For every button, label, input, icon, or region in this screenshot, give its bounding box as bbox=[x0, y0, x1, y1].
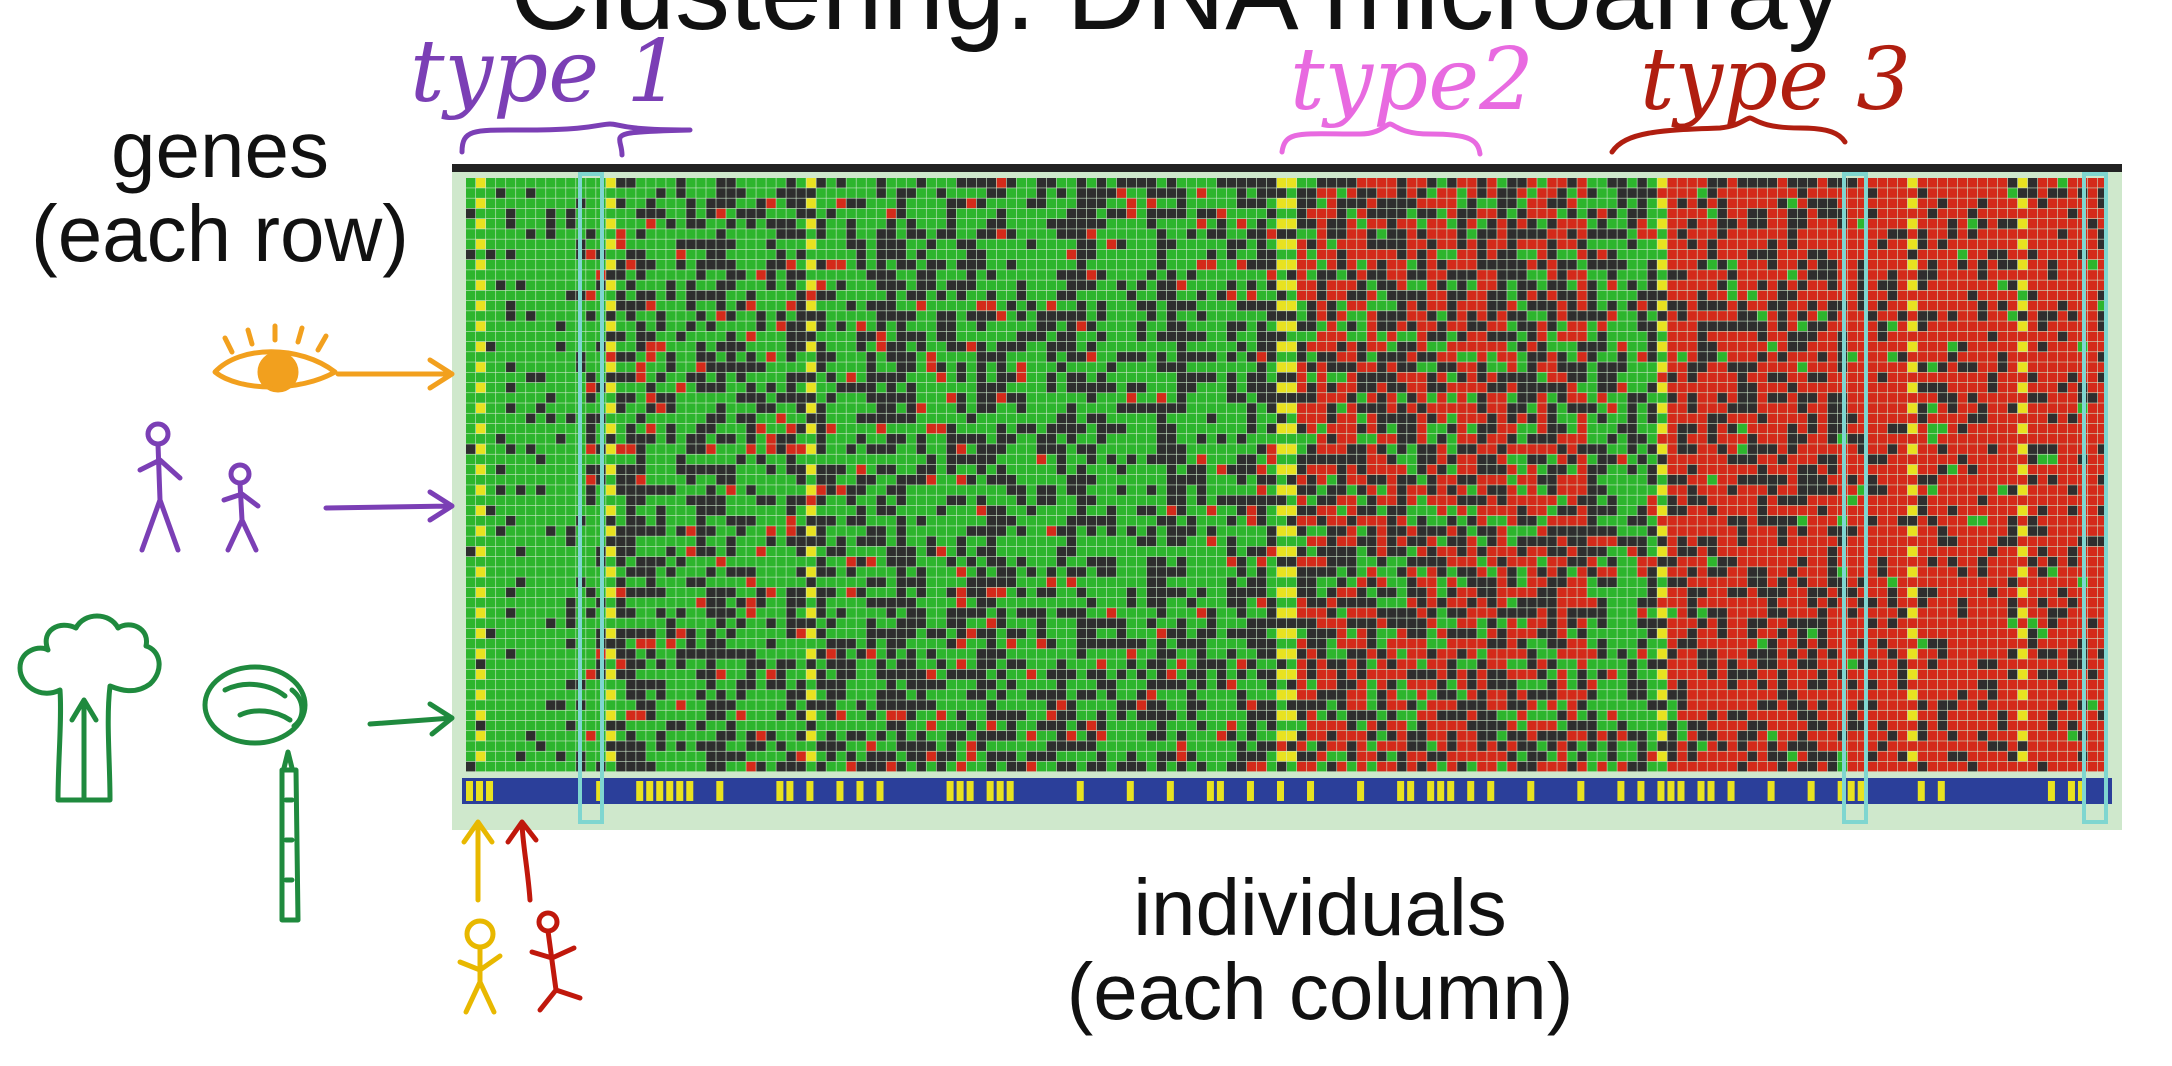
genes-label: genes (each row) bbox=[31, 105, 409, 278]
yellow-person-arrow bbox=[461, 819, 495, 903]
sample-barcode bbox=[462, 778, 2112, 804]
type3-label: type 3 bbox=[1640, 30, 1912, 130]
yellow-person-icon bbox=[457, 918, 503, 1015]
microarray-heatmap bbox=[452, 164, 2122, 830]
red-person-arrow bbox=[505, 819, 539, 903]
individuals-label: individuals (each column) bbox=[1066, 863, 1574, 1036]
eye-arrow bbox=[335, 357, 455, 391]
eye-icon bbox=[212, 323, 338, 393]
type1-label: type 1 bbox=[410, 22, 682, 122]
figures-arrow bbox=[323, 489, 455, 523]
type1-brace bbox=[459, 121, 693, 158]
heatmap-top-border bbox=[452, 164, 2122, 172]
cyan-highlight-boxes bbox=[578, 172, 2108, 824]
vegetables-arrow bbox=[367, 701, 455, 737]
slide-title: Clustering: DNA microarray bbox=[510, 0, 1843, 55]
stick-figures-icon bbox=[137, 421, 261, 553]
red-person-icon bbox=[529, 910, 583, 1013]
type2-label: type2 bbox=[1290, 30, 1534, 130]
vegetables-icon bbox=[17, 613, 308, 923]
heatmap-cells bbox=[466, 178, 2108, 772]
